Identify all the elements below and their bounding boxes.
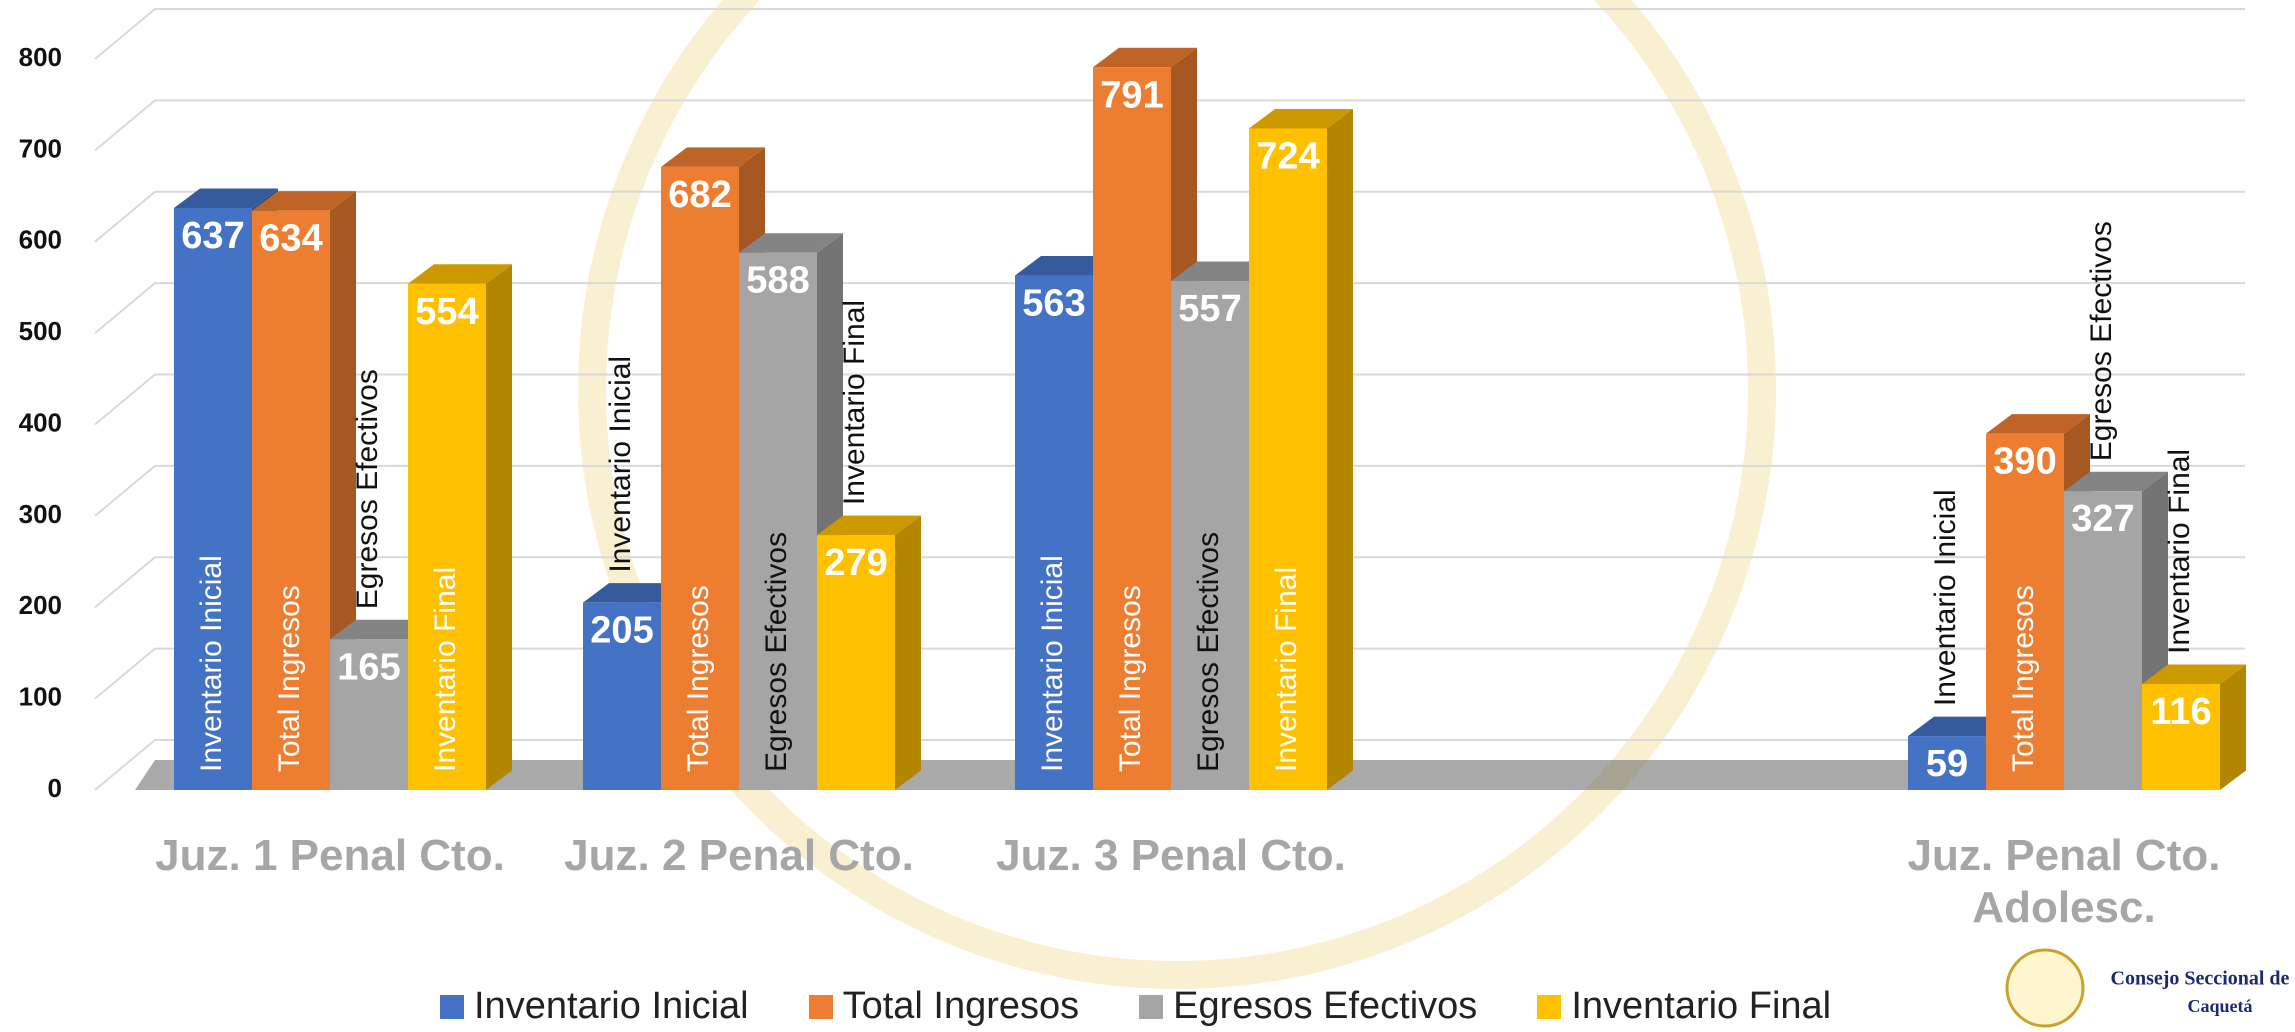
logo-text: Consejo Seccional de [2111,968,2290,990]
series-label: Total Ingresos [273,585,306,772]
series-label: Egresos Efectivos [1192,532,1225,772]
value-label: 724 [1256,135,1319,177]
legend-swatch [1139,995,1163,1019]
series-label: Inventario Inicial [195,555,228,772]
y-tick-label: 200 [19,590,62,620]
y-tick-label: 500 [19,316,62,346]
y-tick-label: 800 [19,42,62,72]
y-tick-label: 100 [19,682,62,712]
logo: Consejo Seccional de Caquetá [2000,945,2295,1032]
legend-label: Inventario Final [1571,985,1831,1028]
legend-label: Egresos Efectivos [1173,985,1477,1028]
legend: Inventario Inicial Total Ingresos Egresos … [440,985,1831,1028]
bar-side [2220,665,2246,790]
series-label: Inventario Inicial [1929,489,1962,706]
legend-label: Total Ingresos [843,985,1080,1028]
series-label: Total Ingresos [2007,585,2040,772]
value-label: 279 [824,542,887,584]
value-label: 682 [668,174,731,216]
legend-item: Inventario Final [1537,985,1831,1028]
series-label: Inventario Final [429,567,462,772]
legend-item: Inventario Inicial [440,985,749,1028]
value-label: 563 [1022,283,1085,325]
series-label: Egresos Efectivos [2085,221,2118,461]
logo-seal [2007,950,2083,1026]
value-label: 390 [1993,441,2056,483]
bar-side [486,264,512,790]
value-label: 588 [746,260,809,302]
value-label: 791 [1100,74,1163,116]
value-label: 165 [337,646,400,688]
legend-label: Inventario Inicial [474,985,749,1028]
y-tick-label: 0 [48,773,62,803]
value-label: 557 [1178,288,1241,330]
page: {"chart_data": {"type": "bar", "categori… [0,0,2295,1032]
value-label: 637 [181,215,244,257]
x-tick-label: Juz. 1 Penal Cto. [120,830,540,882]
value-label: 554 [415,291,478,333]
series-label: Inventario Inicial [604,356,637,573]
y-tick-label: 300 [19,499,62,529]
series-label: Inventario Final [2163,449,2196,654]
legend-item: Total Ingresos [809,985,1080,1028]
bar-side [895,516,921,790]
series-label: Egresos Efectivos [351,369,384,609]
x-tick-label: Juz. 2 Penal Cto. [529,830,949,882]
series-label: Inventario Final [1270,567,1303,772]
y-tick-label: 400 [19,407,62,437]
value-label: 634 [259,218,322,260]
series-label: Inventario Inicial [1036,555,1069,772]
series-label: Inventario Final [838,300,871,505]
bar-side [1327,109,1353,790]
legend-swatch [1537,995,1561,1019]
value-label: 327 [2071,498,2134,540]
series-label: Egresos Efectivos [760,532,793,772]
legend-swatch [809,995,833,1019]
series-label: Total Ingresos [1114,585,1147,772]
value-label: 59 [1926,743,1968,785]
logo-text: Caquetá [2187,996,2252,1016]
y-tick-label: 700 [19,133,62,163]
value-label: 205 [590,610,653,652]
series-label: Total Ingresos [682,585,715,772]
y-tick-label: 600 [19,225,62,255]
value-label: 116 [2150,691,2211,733]
legend-item: Egresos Efectivos [1139,985,1477,1028]
legend-swatch [440,995,464,1019]
x-tick-label: Juz. 3 Penal Cto. [961,830,1381,882]
x-tick-label: Juz. Penal Cto. Adolesc. [1854,830,2274,934]
